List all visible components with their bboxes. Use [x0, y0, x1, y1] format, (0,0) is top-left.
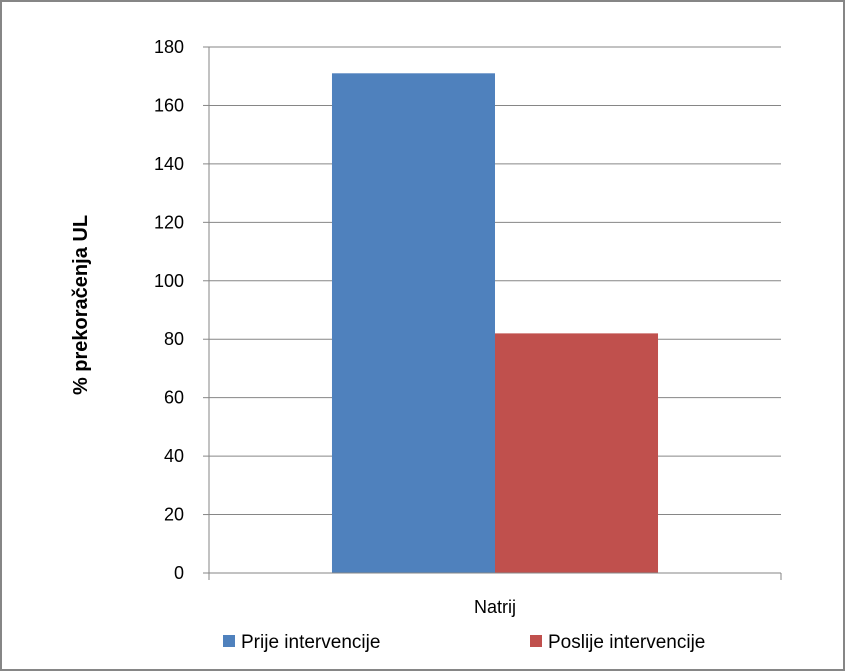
y-tick-label: 120: [154, 212, 184, 232]
y-axis-title: % prekoračenja UL: [70, 215, 92, 395]
bars: [331, 73, 659, 574]
y-tick-label: 20: [164, 505, 184, 525]
legend-label: Prije intervencije: [241, 632, 380, 653]
legend: Prije intervencije Poslije intervencije: [223, 632, 705, 653]
y-tick-label: 100: [154, 271, 184, 291]
legend-label: Poslije intervencije: [548, 632, 705, 653]
bar-poslije-intervencije: [495, 333, 659, 573]
y-tick-label: 0: [174, 563, 184, 583]
x-tick-labels: Natrij: [474, 597, 516, 617]
y-tick-label: 140: [154, 154, 184, 174]
y-tick-label: 80: [164, 329, 184, 349]
bar-prije-intervencije: [331, 73, 495, 574]
legend-swatch: [530, 635, 542, 647]
y-tick-labels: 0 20 40 60 80 100 120 140 160 180: [154, 37, 184, 583]
y-tick-label: 180: [154, 37, 184, 57]
x-tick-label: Natrij: [474, 597, 516, 617]
y-tick-label: 60: [164, 388, 184, 408]
y-tick-label: 160: [154, 95, 184, 115]
y-tick-label: 40: [164, 446, 184, 466]
axes: [203, 46, 782, 580]
legend-swatch: [223, 635, 235, 647]
